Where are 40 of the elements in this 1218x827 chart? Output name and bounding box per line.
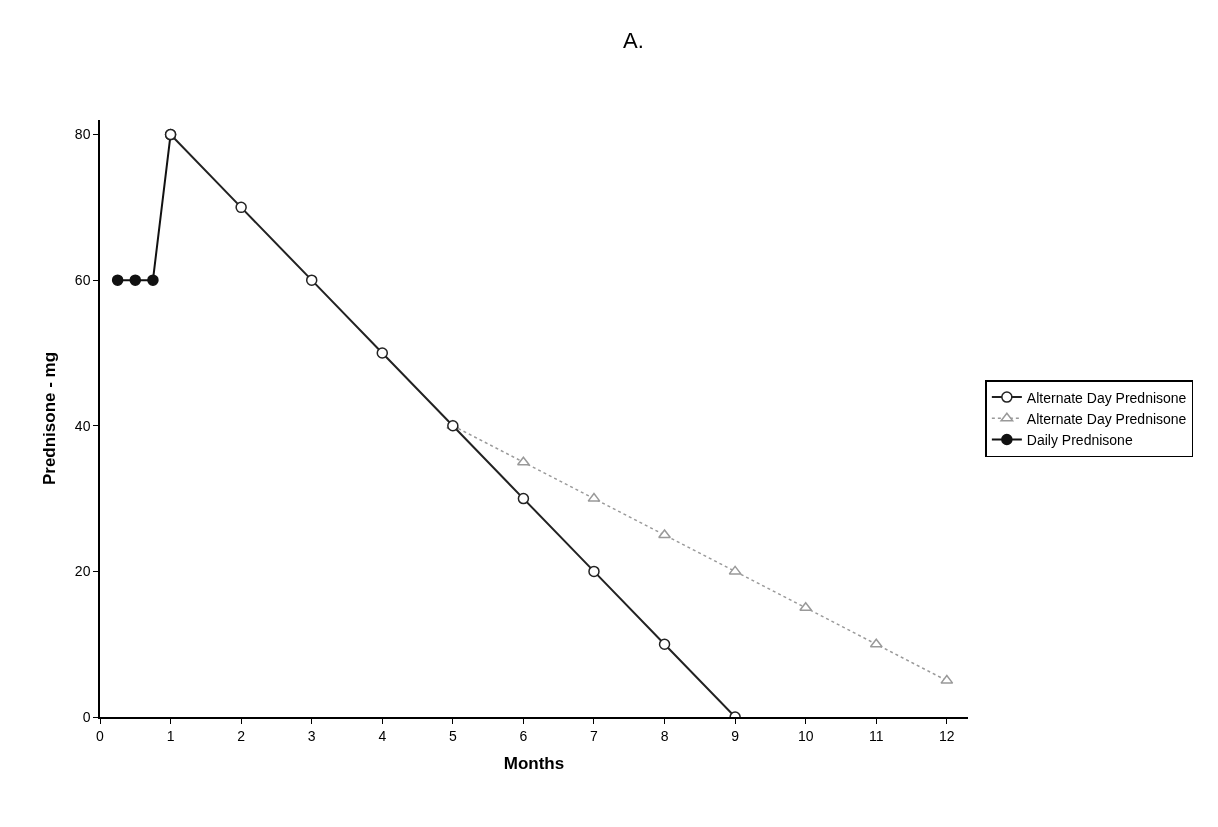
x-tick-label: 11 <box>868 727 884 744</box>
x-tick-label: 2 <box>237 727 246 744</box>
x-tick-label: 0 <box>96 727 105 744</box>
point <box>147 274 159 286</box>
point <box>129 274 142 286</box>
point <box>516 456 530 466</box>
y-tick-label: 0 <box>82 708 91 725</box>
point <box>517 492 530 505</box>
y-tick-label: 60 <box>74 272 91 289</box>
x-tick-label: 7 <box>590 727 599 744</box>
x-tick-label: 5 <box>448 727 457 744</box>
x-axis-title: Months <box>503 754 565 774</box>
x-tick-label: 4 <box>378 727 387 744</box>
point <box>235 201 247 214</box>
x-tick-label: 6 <box>519 727 528 744</box>
point <box>728 565 742 575</box>
point <box>305 274 318 286</box>
point <box>376 347 389 359</box>
point <box>799 602 813 612</box>
point <box>658 638 671 650</box>
x-tick-label: 10 <box>797 727 814 744</box>
y-axis-title: Prednisone - mg <box>39 351 59 486</box>
point <box>658 529 672 539</box>
point <box>587 492 601 502</box>
legend-label: Alternate Day Prednisone <box>1026 410 1187 427</box>
y-tick-label: 40 <box>74 417 91 434</box>
legend-label: Alternate Day Prednisone <box>1026 389 1187 406</box>
point <box>111 274 124 286</box>
x-tick-label: 1 <box>166 727 175 744</box>
x-tick-label: 9 <box>731 727 740 744</box>
chart-title: A. <box>622 28 644 54</box>
x-tick-label: 12 <box>939 727 955 744</box>
y-tick-label: 80 <box>74 126 91 143</box>
y-tick-label: 20 <box>74 563 91 580</box>
legend-label: Daily Prednisone <box>1026 431 1133 448</box>
point <box>940 674 954 684</box>
x-tick-label: 3 <box>307 727 316 744</box>
point <box>869 638 883 648</box>
x-tick-label: 8 <box>660 727 669 744</box>
point <box>588 565 600 578</box>
